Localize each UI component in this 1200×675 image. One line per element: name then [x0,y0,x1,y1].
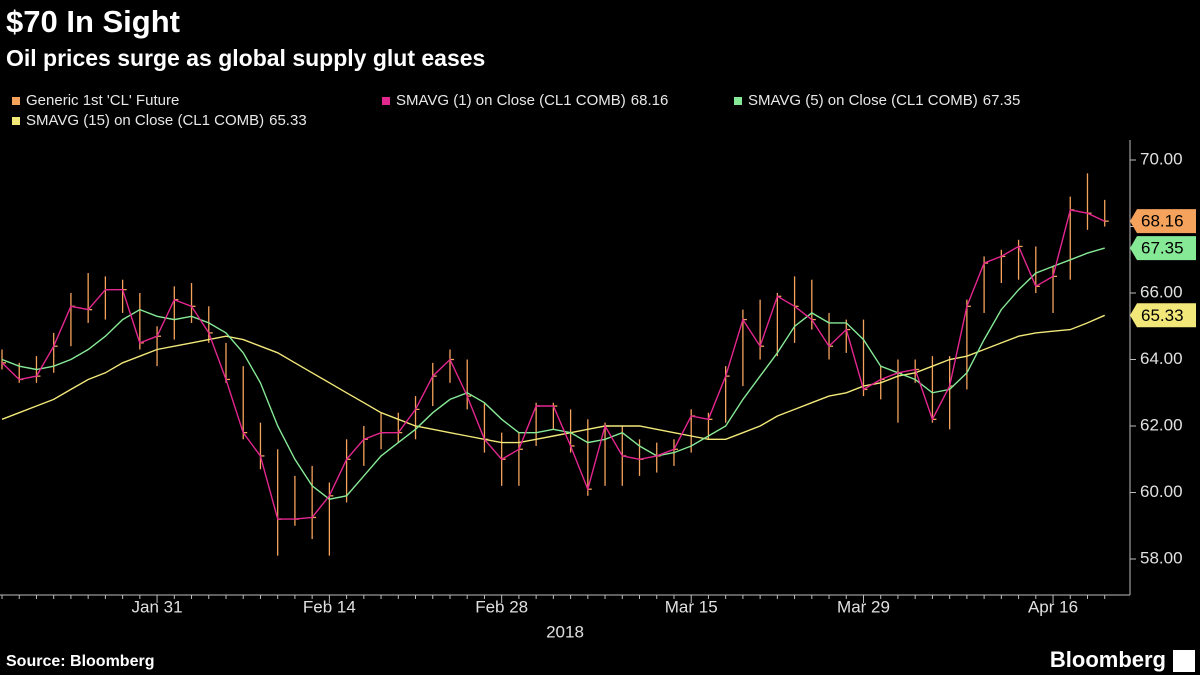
last-value-label: 65.33 [1141,306,1184,325]
legend-swatch [734,97,742,105]
x-tick-label: Jan 31 [132,597,183,616]
legend-swatch [12,97,20,105]
x-tick-label: Mar 29 [837,597,890,616]
chart-title: $70 In Sight [6,4,180,39]
legend-name: SMAVG (1) on Close (CL1 COMB) [396,92,626,109]
sma-line [1,314,1105,444]
sma-line [1,247,1105,500]
last-value-label: 68.16 [1141,212,1184,231]
y-tick-label: 66.00 [1140,282,1183,301]
last-value-tag [1130,209,1196,234]
legend-label: SMAVG (15) on Close (CL1 COMB) 65.33 [26,112,307,129]
legend-value: 68.16 [631,92,669,109]
x-tick-label: Feb 14 [303,597,356,616]
y-tick-label: 58.00 [1140,548,1183,567]
legend-name: SMAVG (5) on Close (CL1 COMB) [748,92,978,109]
legend-label: Generic 1st 'CL' Future [26,92,179,109]
legend-label: SMAVG (5) on Close (CL1 COMB) 67.35 [748,92,1020,109]
last-value-label: 67.35 [1141,239,1184,258]
sma-line [1,209,1105,520]
brand-icon [1173,650,1195,672]
y-tick-label: 64.00 [1140,349,1183,368]
y-tick-label: 60.00 [1140,482,1183,501]
last-value-tag [1130,303,1196,328]
legend-name: SMAVG (15) on Close (CL1 COMB) [26,112,264,129]
legend-value: 67.35 [983,92,1021,109]
chart-subtitle: Oil prices surge as global supply glut e… [6,45,485,71]
legend-label: SMAVG (1) on Close (CL1 COMB) 68.16 [396,92,668,109]
x-tick-label: Apr 16 [1028,597,1078,616]
source: Source: Bloomberg [6,653,154,670]
x-tick-label: Feb 28 [475,597,528,616]
last-value-tag [1130,236,1196,261]
legend-swatch [382,97,390,105]
legend-name: Generic 1st 'CL' Future [26,92,179,109]
legend-value: 65.33 [269,112,307,129]
y-tick-label: 62.00 [1140,415,1183,434]
x-tick-label: Mar 15 [665,597,718,616]
legend-swatch [12,117,20,125]
brand: Bloomberg [1050,647,1166,672]
y-tick-label: 70.00 [1140,149,1183,168]
x-axis-label: 2018 [546,622,584,641]
